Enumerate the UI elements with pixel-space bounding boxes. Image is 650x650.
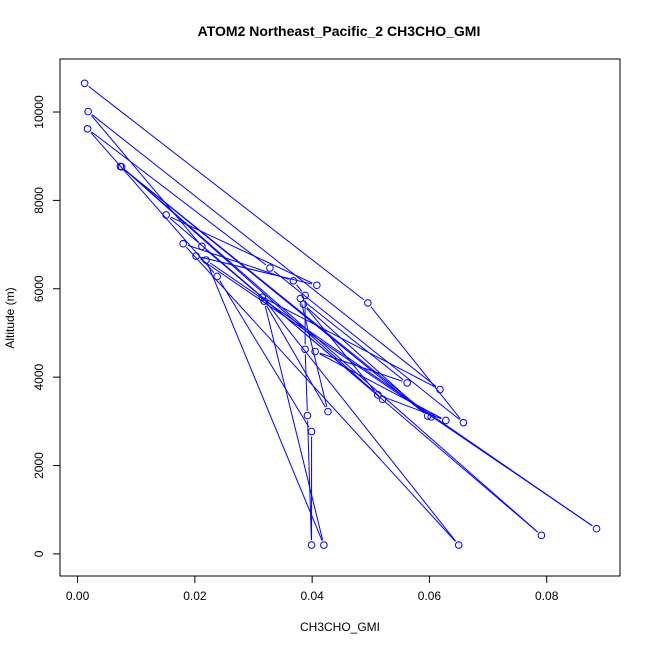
data-point xyxy=(289,277,298,285)
data-point xyxy=(537,531,546,540)
series-line-segment xyxy=(382,396,442,420)
y-tick-label: 0 xyxy=(32,550,46,557)
data-point xyxy=(80,79,89,88)
data-point xyxy=(301,345,309,354)
data-point xyxy=(311,347,319,356)
data-point xyxy=(116,162,125,171)
data-point xyxy=(423,412,432,420)
series-line-segment xyxy=(306,307,376,392)
data-point xyxy=(307,427,316,436)
series-line-segment xyxy=(186,247,456,542)
data-point xyxy=(378,395,387,404)
data-point xyxy=(83,125,92,133)
data-point xyxy=(192,252,200,260)
series-line-segment xyxy=(124,169,538,533)
data-point xyxy=(213,272,221,281)
data-point xyxy=(202,256,210,264)
data-point xyxy=(320,541,328,549)
series-layer xyxy=(80,79,601,549)
series-line-segment xyxy=(266,299,436,388)
plot-frame xyxy=(59,58,621,577)
series-line-segment xyxy=(200,256,313,285)
y-tick-label: 4000 xyxy=(32,363,46,390)
series-line-segment xyxy=(207,264,323,541)
series-line-segment xyxy=(319,352,403,382)
y-tick-label: 8000 xyxy=(32,187,46,214)
x-axis: 0.00 0.02 0.04 0.06 0.08 xyxy=(66,575,559,603)
data-point xyxy=(198,242,206,251)
data-point xyxy=(454,541,463,549)
data-point xyxy=(374,391,382,399)
y-axis-label: Altitude (m) xyxy=(3,287,17,348)
series-line-segment xyxy=(170,216,313,284)
data-point xyxy=(313,281,321,290)
data-point xyxy=(260,297,268,305)
series-line-segment xyxy=(273,270,460,420)
series-line-segment xyxy=(91,114,437,387)
data-point xyxy=(296,294,305,303)
data-point xyxy=(436,385,444,394)
series-line-segment xyxy=(304,301,404,381)
series-line-segment xyxy=(90,115,200,243)
series-line-segment xyxy=(219,280,310,428)
data-point xyxy=(324,407,332,416)
chart-title: ATOM2 Northeast_Pacific_2 CH3CHO_GMI xyxy=(198,23,481,39)
data-point xyxy=(442,416,450,425)
data-point xyxy=(301,291,309,300)
series-line-segment xyxy=(90,132,215,273)
data-point xyxy=(403,379,411,387)
series-line-segment xyxy=(123,169,428,415)
series-line-segment xyxy=(319,353,442,419)
x-tick-label: 0.04 xyxy=(300,589,324,603)
data-point xyxy=(307,541,316,549)
y-tick-label: 6000 xyxy=(32,275,46,302)
series-line-segment xyxy=(91,131,267,266)
x-tick-label: 0.00 xyxy=(66,589,90,603)
data-point xyxy=(427,413,435,421)
data-point xyxy=(299,300,308,309)
series-line-segment xyxy=(265,300,457,542)
x-tick-label: 0.02 xyxy=(183,589,207,603)
series-line-segment xyxy=(307,420,312,541)
series-line-segment xyxy=(88,85,365,301)
data-point xyxy=(258,293,267,301)
x-tick-label: 0.06 xyxy=(418,589,442,603)
data-point xyxy=(459,418,468,427)
y-tick-label: 2000 xyxy=(32,452,46,479)
data-point xyxy=(303,411,312,420)
series-line-segment xyxy=(370,306,461,420)
x-tick-label: 0.08 xyxy=(535,589,559,603)
data-point xyxy=(162,211,170,219)
series-line-segment xyxy=(266,305,326,408)
data-point xyxy=(84,107,92,116)
y-tick-label: 10000 xyxy=(32,95,46,129)
series-line-segment xyxy=(304,354,308,411)
y-axis: 0 2000 4000 6000 8000 10000 xyxy=(32,95,61,557)
data-point xyxy=(179,239,187,248)
series-line-segment xyxy=(296,284,303,292)
series-line-segment xyxy=(169,217,538,533)
data-point xyxy=(266,264,274,272)
series-line-segment xyxy=(264,305,324,541)
data-point xyxy=(592,524,601,533)
x-axis-label: CH3CHO_GMI xyxy=(300,620,380,634)
data-point xyxy=(364,299,372,307)
